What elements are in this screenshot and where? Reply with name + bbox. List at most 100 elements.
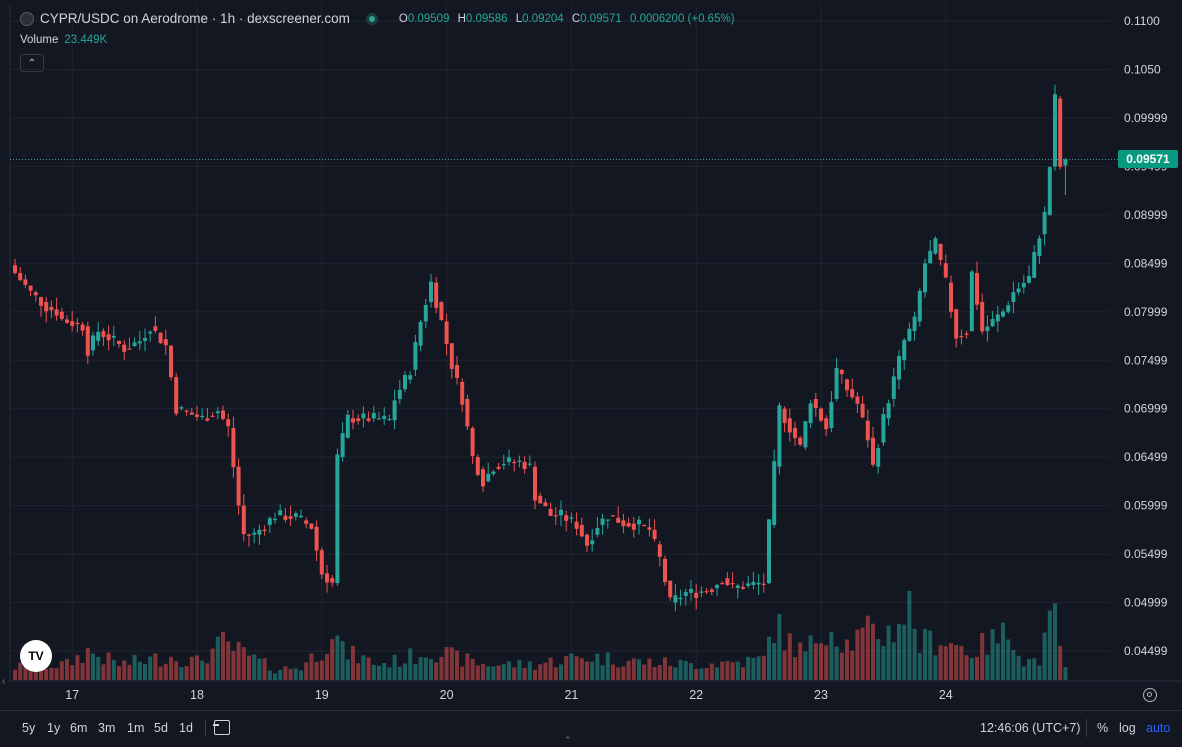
candle-body (663, 558, 667, 582)
candle-body (252, 532, 257, 535)
candle-body (678, 597, 683, 600)
volume-bar (1027, 658, 1031, 680)
candle-body (491, 471, 496, 475)
symbol-title[interactable]: CYPR/USDC on Aerodrome · 1h · dexscreene… (40, 11, 350, 26)
time-axis[interactable]: 17 18 19 20 21 22 23 24 (65, 688, 953, 702)
volume-bar (325, 654, 329, 680)
volume-bar (418, 657, 423, 680)
volume-bar (881, 646, 886, 680)
volume-bar (257, 658, 262, 680)
date-tick-label: 22 (689, 688, 703, 702)
candle-body (746, 583, 751, 586)
volume-bar (1047, 610, 1052, 680)
candle-body (189, 412, 194, 415)
volume-bar (933, 655, 938, 680)
volume-bar (314, 661, 319, 680)
volume-bar (621, 666, 626, 680)
candle-body (148, 331, 153, 334)
candle-body (943, 263, 948, 278)
volume-bar (876, 639, 881, 680)
candle-body (626, 522, 631, 527)
range-button-1d[interactable]: 1d (179, 721, 193, 735)
candle-body (101, 331, 106, 338)
candle-body (720, 583, 725, 585)
candle-body (699, 591, 704, 593)
candle-body (319, 550, 324, 575)
candle-body (241, 505, 246, 535)
candle-body (767, 519, 771, 584)
range-button-6m[interactable]: 6m (70, 721, 88, 735)
volume-bar (496, 665, 501, 680)
clock-readout[interactable]: 12:46:06 (UTC+7) (980, 721, 1081, 735)
volume-bar (200, 660, 205, 680)
volume-bar (855, 629, 860, 680)
range-button-3m[interactable]: 3m (98, 721, 116, 735)
volume-bar (340, 641, 345, 680)
candle-body (392, 400, 397, 421)
candle-body (449, 343, 454, 369)
volume-bar (850, 650, 855, 680)
volume-bar (782, 650, 787, 680)
candle-body (377, 418, 381, 420)
candle-body (299, 515, 303, 518)
candle-body (533, 466, 537, 501)
price-axis[interactable]: 0.11000.10500.099990.094990.089990.08499… (1124, 14, 1168, 658)
candle-body (345, 414, 350, 438)
chevron-left-icon[interactable]: ‹ (2, 676, 6, 687)
calendar-icon[interactable] (213, 720, 230, 735)
volume-bar (813, 643, 818, 680)
volume-bar (990, 629, 995, 680)
volume-bar (949, 643, 953, 680)
chevron-up-icon[interactable]: ⌃ (564, 735, 572, 745)
date-tick-label: 21 (564, 688, 578, 702)
volume-bar (96, 656, 101, 680)
candle-body (735, 585, 740, 588)
candle-body (855, 396, 860, 404)
volume-bar (153, 653, 158, 680)
range-button-1y[interactable]: 1y (47, 721, 61, 735)
candle-body (559, 509, 563, 516)
candle-body (1058, 98, 1063, 167)
volume-bar (1032, 658, 1037, 680)
volume-bar (455, 650, 459, 680)
volume-bar (735, 661, 740, 680)
candle-body (798, 437, 803, 445)
volume-bar (834, 646, 839, 680)
log-toggle[interactable]: log (1119, 721, 1136, 735)
volume-bar (569, 653, 574, 680)
candle-body (709, 589, 714, 593)
candle-body (569, 517, 574, 519)
volume-bar (860, 627, 865, 680)
price-tick-label: 0.08499 (1124, 256, 1168, 270)
gear-icon[interactable] (1143, 688, 1157, 702)
candle-body (761, 583, 766, 585)
candle-body (288, 516, 293, 519)
volume-bar (647, 658, 652, 680)
volume-bar (247, 655, 251, 680)
volume-bar (429, 658, 433, 680)
auto-toggle[interactable]: auto (1146, 721, 1171, 735)
candle-body (881, 414, 886, 443)
candle-body (397, 389, 402, 399)
range-button-5d[interactable]: 5d (154, 721, 168, 735)
candle-body (496, 466, 501, 469)
candle-body (39, 297, 43, 306)
volume-bar (803, 651, 808, 680)
volume-bar (397, 666, 402, 680)
logo-text: TV (28, 649, 44, 663)
collapse-legend-button[interactable]: ⌃ (20, 54, 44, 72)
candle-body (611, 515, 615, 517)
candle-body (486, 473, 491, 482)
tradingview-logo[interactable]: TV (20, 640, 52, 672)
volume-bar (221, 631, 225, 680)
candle-body (1011, 292, 1016, 303)
percent-toggle[interactable]: % (1097, 721, 1109, 735)
close-value: 0.09571 (580, 12, 622, 25)
range-button-5y[interactable]: 5y (22, 721, 36, 735)
candle-body (756, 582, 761, 585)
candle-body (75, 322, 80, 325)
range-button-1m[interactable]: 1m (127, 721, 145, 735)
bottom-toolbar: 5y 1y 6m 3m 1m 5d 1d 12:46:06 (UTC+7) % … (0, 710, 1182, 747)
volume-bar (533, 669, 537, 680)
